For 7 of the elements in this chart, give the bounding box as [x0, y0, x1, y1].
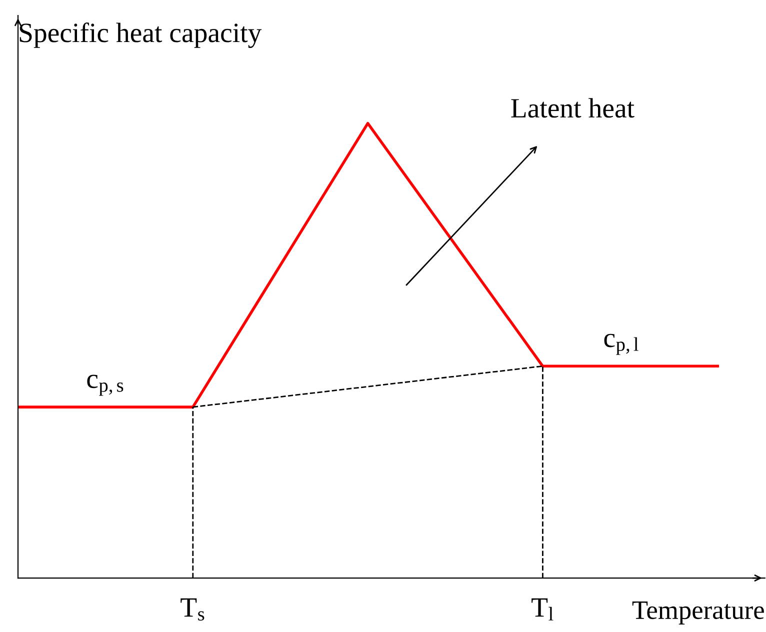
annotation: c$_{p,l}$ — [604, 334, 638, 355]
x-tick-label: T$_{l}$ — [532, 598, 554, 620]
y-axis-title: Specific heat capacity — [20, 22, 262, 48]
text: Latent heat — [511, 98, 634, 118]
x-tick-label: T$_{s}$ — [180, 598, 204, 621]
x-axis-title: Temperature — [632, 602, 764, 624]
annotation: c$_{p,s}$ — [87, 374, 124, 396]
